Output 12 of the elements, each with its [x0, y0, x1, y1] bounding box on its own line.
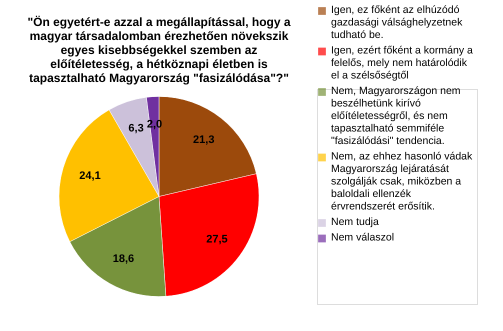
legend-label: Igen, ezért főként a kormány a felelős, mely nem határolódik el a szélsőségtől — [331, 44, 473, 82]
legend-label: Igen, ez főként az elhúzódó gazdasági válsághelyzetnek tudható be. — [331, 4, 464, 41]
legend-label: Nem, az ehhez hasonló vádak Magyarország lejáratását szolgálják csak, miközben a baloldali ellenzék érvrendszerét erősítik. — [331, 150, 474, 212]
legend-label: Nem, Magyarországon nem beszélhetünk kirívó előítéletességről, és nem tapasztalható semmiféle "fasizálódási" tendencia. — [331, 85, 461, 147]
data-label: 27,5 — [206, 233, 228, 246]
legend-label: Nem válaszol — [331, 232, 394, 244]
data-label: 24,1 — [79, 170, 101, 182]
data-label: 21,3 — [193, 134, 214, 146]
data-label: 18,6 — [112, 253, 134, 266]
text: "Ön egyetért-e azzal a megállapítással, hogy a magyar társadalomban érezhetően növekszik egyes kisebbségekkel szemben az előítéletesség, a hétköznapi életben is tapasztalható Magyarország "fasizálódása"?" — [27, 15, 291, 85]
legend-label: Nem tudja — [331, 216, 380, 228]
data-label: 6,3 — [128, 122, 144, 134]
